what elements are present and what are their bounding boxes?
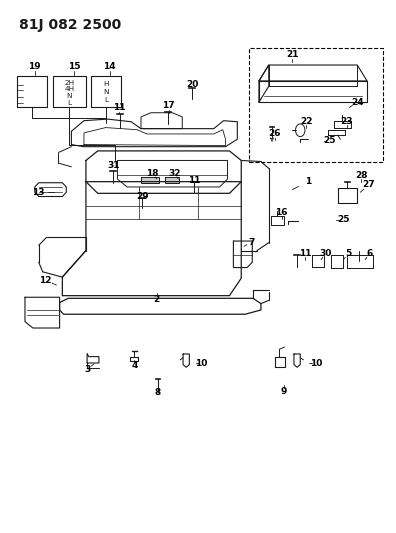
Text: 32: 32 (168, 169, 181, 178)
Text: L: L (67, 100, 71, 106)
Text: 11: 11 (299, 249, 312, 259)
Text: 10: 10 (310, 359, 322, 367)
Polygon shape (141, 177, 159, 183)
Text: 15: 15 (68, 62, 80, 70)
Text: 13: 13 (32, 188, 45, 197)
Text: 14: 14 (103, 62, 116, 70)
Text: 31: 31 (107, 161, 120, 170)
Text: 24: 24 (351, 98, 364, 107)
Text: 8: 8 (155, 388, 161, 397)
Text: 17: 17 (162, 101, 175, 110)
Text: 25: 25 (324, 136, 336, 146)
Text: H: H (103, 80, 109, 86)
Text: 22: 22 (300, 117, 312, 126)
Text: L: L (104, 97, 108, 103)
Text: 25: 25 (337, 215, 350, 224)
Text: 21: 21 (286, 50, 299, 59)
Text: 2: 2 (154, 295, 160, 304)
Text: 81J 082 2500: 81J 082 2500 (19, 18, 121, 33)
Text: 11: 11 (188, 176, 200, 185)
Text: 4: 4 (131, 361, 137, 370)
Text: 11: 11 (113, 103, 126, 112)
Polygon shape (165, 177, 179, 183)
Text: 30: 30 (319, 249, 331, 259)
Text: N: N (103, 88, 109, 94)
Text: 12: 12 (39, 276, 52, 285)
Text: 7: 7 (248, 238, 254, 247)
Text: 29: 29 (136, 192, 148, 201)
Text: 10: 10 (195, 359, 208, 367)
Text: 2H: 2H (64, 79, 74, 85)
Text: 16: 16 (276, 208, 288, 217)
Text: 19: 19 (29, 62, 41, 70)
Text: 27: 27 (363, 180, 375, 189)
Text: 6: 6 (367, 249, 373, 259)
Text: 3: 3 (84, 365, 90, 374)
Text: 1: 1 (305, 177, 311, 186)
Text: 28: 28 (355, 171, 367, 180)
Text: 23: 23 (341, 117, 353, 126)
Text: 5: 5 (345, 249, 351, 259)
Text: 18: 18 (147, 169, 159, 178)
Text: 20: 20 (186, 80, 198, 89)
Text: 26: 26 (268, 130, 281, 139)
Text: 4H: 4H (64, 86, 74, 92)
Text: 9: 9 (280, 387, 287, 396)
Text: N: N (67, 93, 72, 99)
